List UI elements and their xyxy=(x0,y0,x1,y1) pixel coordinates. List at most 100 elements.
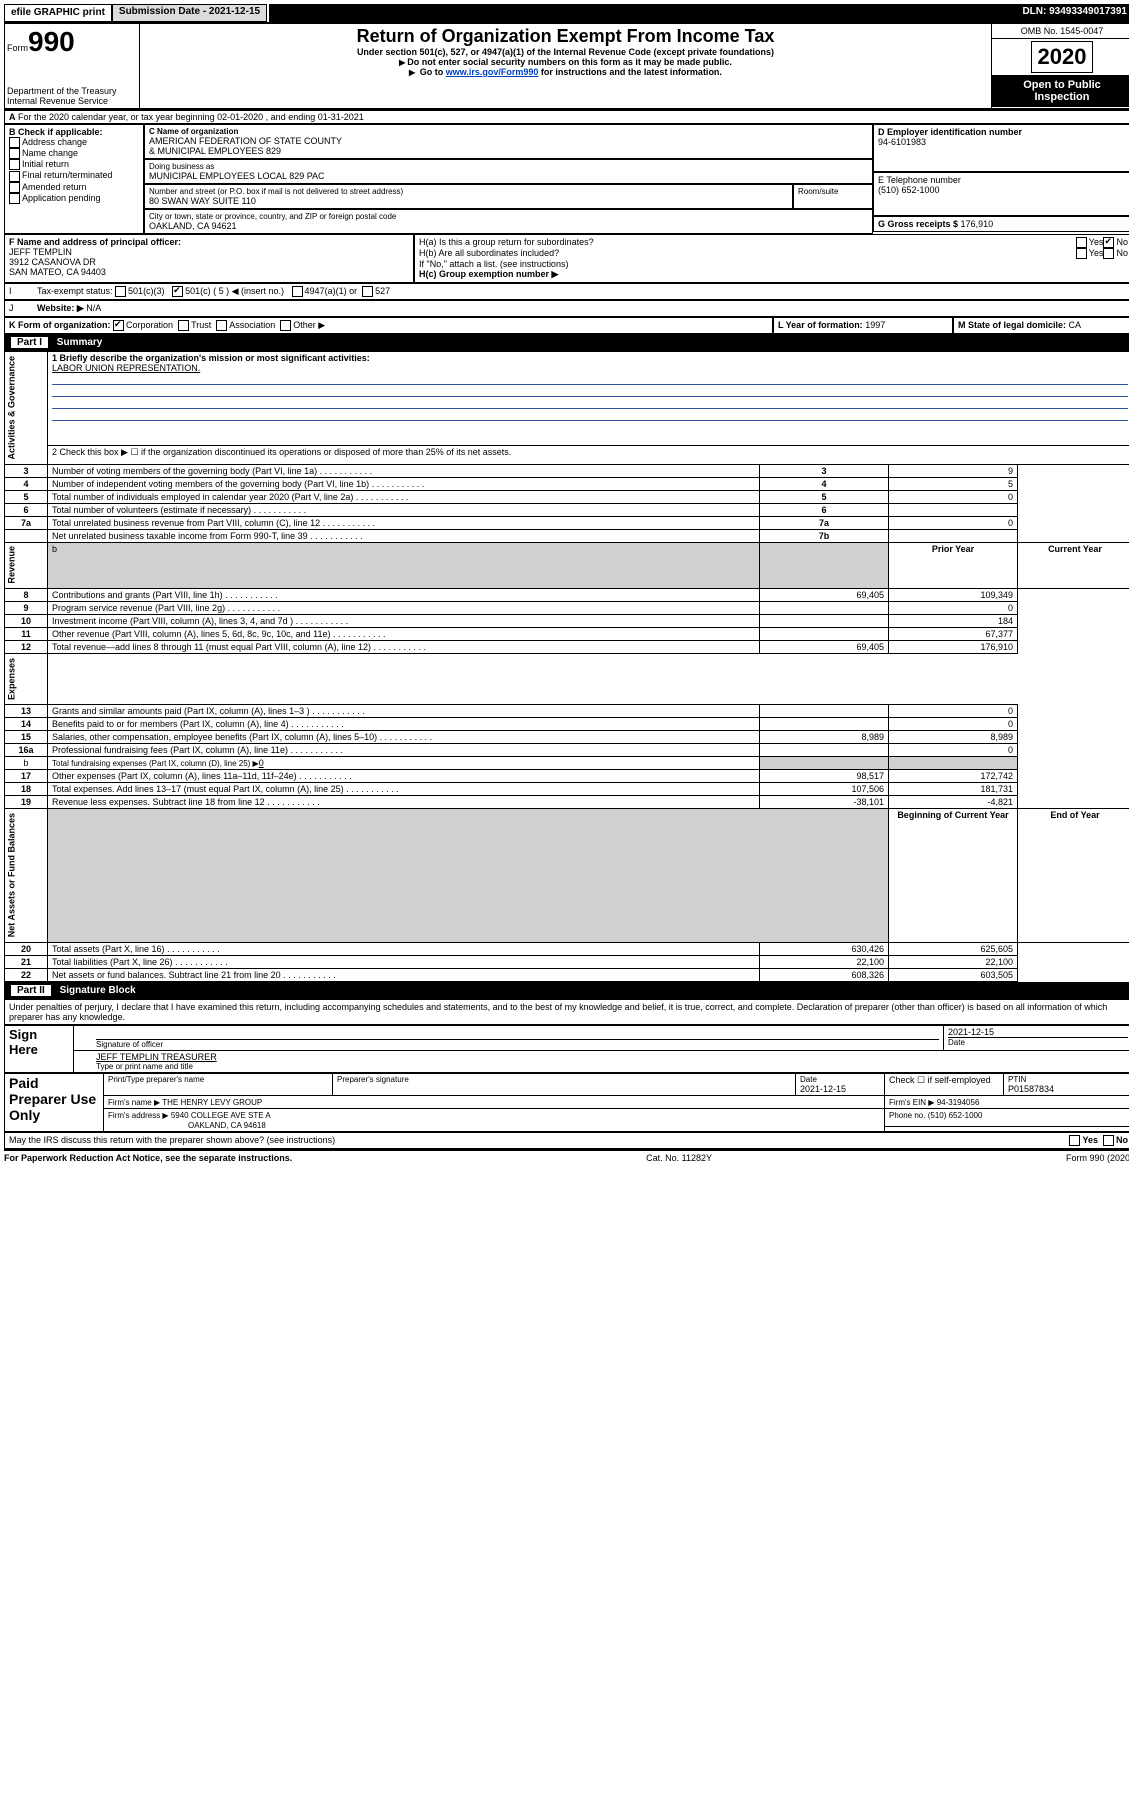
ha-no: No xyxy=(1116,237,1128,248)
chk-hb-no[interactable] xyxy=(1103,248,1114,259)
submission-date: 2021-12-15 xyxy=(209,6,260,17)
city-value: OAKLAND, CA 94621 xyxy=(149,221,868,231)
chk-address-change[interactable] xyxy=(9,137,20,148)
submission-date-button[interactable]: Submission Date - 2021-12-15 xyxy=(112,4,267,22)
col-eoy: End of Year xyxy=(1018,809,1129,942)
chk-ha-no[interactable] xyxy=(1103,237,1114,248)
summary-table: Activities & Governance 1 Briefly descri… xyxy=(4,351,1129,981)
org-name-1: AMERICAN FEDERATION OF STATE COUNTY xyxy=(149,136,868,146)
part2-header: Part II Signature Block xyxy=(4,982,1129,999)
chk-527[interactable] xyxy=(362,286,373,297)
box-b-header: B Check if applicable: xyxy=(9,127,139,137)
box-k-label: K Form of organization: xyxy=(9,320,111,330)
box-m-label: M State of legal domicile: xyxy=(958,320,1069,330)
opt-4947: 4947(a)(1) or xyxy=(305,286,358,296)
tax-year: 2020 xyxy=(1031,41,1094,73)
officer-name: JEFF TEMPLIN xyxy=(9,247,409,257)
year-formation: 1997 xyxy=(865,320,885,330)
box-l: L Year of formation: 1997 xyxy=(773,317,953,334)
main-title: Return of Organization Exempt From Incom… xyxy=(144,26,987,47)
box-m: M State of legal domicile: CA xyxy=(953,317,1129,334)
discuss-text: May the IRS discuss this return with the… xyxy=(9,1135,1069,1146)
header-left: Form990 Department of the Treasury Inter… xyxy=(4,22,140,109)
part2-label: Part II xyxy=(11,985,51,996)
irs-label: Internal Revenue Service xyxy=(7,96,137,106)
form-number: 990 xyxy=(28,26,75,57)
ptin-label: PTIN xyxy=(1008,1075,1128,1084)
chk-501c[interactable] xyxy=(172,286,183,297)
box-l-label: L Year of formation: xyxy=(778,320,865,330)
chk-app-pending[interactable] xyxy=(9,193,20,204)
chk-name-change[interactable] xyxy=(9,148,20,159)
officer-addr2: SAN MATEO, CA 94403 xyxy=(9,267,409,277)
j-row: J Website: ▶ N/A xyxy=(4,300,1129,317)
chk-other[interactable] xyxy=(280,320,291,331)
prep-sig-label: Preparer's signature xyxy=(337,1075,791,1084)
firm-ein-label: Firm's EIN ▶ xyxy=(889,1098,937,1107)
chk-discuss-no[interactable] xyxy=(1103,1135,1114,1146)
box-h: H(a) Is this a group return for subordin… xyxy=(414,234,1129,283)
penalty-text: Under penalties of perjury, I declare th… xyxy=(4,999,1129,1025)
table-row: 11Other revenue (Part VIII, column (A), … xyxy=(5,628,1129,641)
footer-right: Form 990 (2020) xyxy=(1066,1153,1129,1163)
table-row: 13Grants and similar amounts paid (Part … xyxy=(5,705,1129,718)
box-deg: D Employer identification number 94-6101… xyxy=(873,124,1129,234)
col-current-year: Current Year xyxy=(1018,542,1129,589)
table-row: 14Benefits paid to or for members (Part … xyxy=(5,718,1129,731)
l1-label: 1 Briefly describe the organization's mi… xyxy=(52,353,1128,363)
opt-527: 527 xyxy=(375,286,390,296)
gross-receipts: 176,910 xyxy=(961,219,994,229)
signature-table: Sign Here Signature of officer 2021-12-1… xyxy=(4,1025,1129,1073)
chk-4947[interactable] xyxy=(292,286,303,297)
box-k: K Form of organization: Corporation Trus… xyxy=(4,317,773,334)
officer-addr1: 3912 CASANOVA DR xyxy=(9,257,409,267)
ha-label: H(a) Is this a group return for subordin… xyxy=(419,237,1076,248)
side-revenue: Revenue xyxy=(5,542,48,589)
b-opt-4: Amended return xyxy=(22,182,87,192)
open-public: Open to Public Inspection xyxy=(992,75,1129,107)
table-row: 18Total expenses. Add lines 13–17 (must … xyxy=(5,783,1129,796)
table-row: 6Total number of volunteers (estimate if… xyxy=(5,503,1129,516)
ha-yes: Yes xyxy=(1089,237,1104,248)
box-g-label: G Gross receipts $ xyxy=(878,219,961,229)
submission-label: Submission Date - xyxy=(119,6,209,17)
type-print-label: Type or print name and title xyxy=(96,1062,1128,1071)
self-employed-check[interactable]: Check ☐ if self-employed xyxy=(885,1073,1004,1095)
row-16b: b Total fundraising expenses (Part IX, c… xyxy=(5,757,1129,770)
part1-label: Part I xyxy=(11,337,48,348)
chk-final-return[interactable] xyxy=(9,171,20,182)
yearline-text: For the 2020 calendar year, or tax year … xyxy=(18,112,364,122)
firm-addr2: OAKLAND, CA 94618 xyxy=(188,1121,266,1130)
blank-b: b xyxy=(48,542,760,589)
chk-trust[interactable] xyxy=(178,320,189,331)
ptin-value: P01587834 xyxy=(1008,1084,1128,1094)
box-e-label: E Telephone number xyxy=(878,175,1128,185)
section-a-yearline: A For the 2020 calendar year, or tax yea… xyxy=(4,109,1129,124)
dln-label: DLN: xyxy=(1022,6,1049,17)
dln-block: DLN: 93493349017391 xyxy=(1016,4,1129,22)
prep-date-label: Date xyxy=(800,1075,880,1084)
form990-link[interactable]: www.irs.gov/Form990 xyxy=(446,67,539,77)
chk-ha-yes[interactable] xyxy=(1076,237,1087,248)
chk-assoc[interactable] xyxy=(216,320,227,331)
table-row: 22Net assets or fund balances. Subtract … xyxy=(5,968,1129,981)
sig-officer-label: Signature of officer xyxy=(96,1039,939,1049)
chk-discuss-yes[interactable] xyxy=(1069,1135,1080,1146)
b-opt-2: Initial return xyxy=(22,159,69,169)
chk-amended[interactable] xyxy=(9,182,20,193)
street-address: 80 SWAN WAY SUITE 110 xyxy=(149,196,788,206)
fh-row: F Name and address of principal officer:… xyxy=(4,234,1129,283)
header-mid: Return of Organization Exempt From Incom… xyxy=(140,22,991,109)
chk-501c3[interactable] xyxy=(115,286,126,297)
chk-initial-return[interactable] xyxy=(9,159,20,170)
table-row: 19Revenue less expenses. Subtract line 1… xyxy=(5,796,1129,809)
line-2: 2 Check this box ▶ ☐ if the organization… xyxy=(48,446,1129,465)
table-row: 17Other expenses (Part IX, column (A), l… xyxy=(5,770,1129,783)
top-bar: efile GRAPHIC print Submission Date - 20… xyxy=(4,4,1129,22)
footer: For Paperwork Reduction Act Notice, see … xyxy=(4,1149,1129,1163)
b-opt-3: Final return/terminated xyxy=(22,170,113,180)
chk-hb-yes[interactable] xyxy=(1076,248,1087,259)
h-note: If "No," attach a list. (see instruction… xyxy=(419,259,1128,269)
rule-2 xyxy=(52,385,1128,397)
chk-corp[interactable] xyxy=(113,320,124,331)
